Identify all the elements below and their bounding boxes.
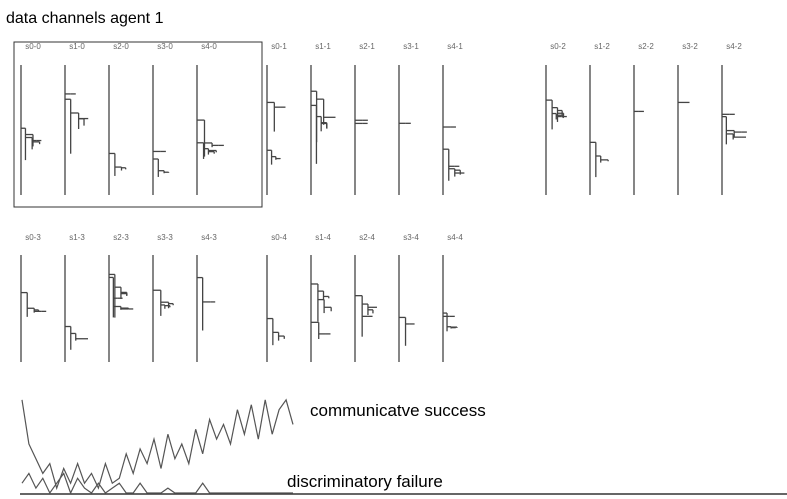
tree-label: s1-0 <box>69 42 85 51</box>
tree-label: s3-3 <box>157 233 173 242</box>
tree <box>442 255 458 362</box>
tree <box>20 65 42 195</box>
series-label: discriminatory failure <box>287 472 443 491</box>
tree-label: s1-4 <box>315 233 331 242</box>
tree <box>20 255 47 362</box>
tree-label: s3-1 <box>403 42 419 51</box>
tree-label: s3-0 <box>157 42 173 51</box>
tree-label: s0-0 <box>25 42 41 51</box>
tree-label: s3-4 <box>403 233 419 242</box>
tree-label: s4-1 <box>447 42 463 51</box>
tree <box>589 65 609 195</box>
tree <box>152 65 170 195</box>
tree <box>108 65 127 195</box>
tree-label: s0-4 <box>271 233 287 242</box>
tree <box>677 65 690 195</box>
tree-label: s2-4 <box>359 233 375 242</box>
tree-label: s1-3 <box>69 233 85 242</box>
series-line <box>21 472 293 495</box>
tree-label: s4-0 <box>201 42 217 51</box>
tree-label: s4-2 <box>726 42 742 51</box>
tree <box>354 65 368 195</box>
tree-label: s0-2 <box>550 42 566 51</box>
tree <box>310 255 332 362</box>
tree <box>196 255 216 362</box>
tree-label: s2-1 <box>359 42 375 51</box>
tree <box>398 255 415 362</box>
tree <box>64 65 89 195</box>
highlight-box <box>13 41 263 208</box>
tree <box>633 65 644 195</box>
title: data channels agent 1 <box>6 10 164 27</box>
tree <box>354 255 377 362</box>
tree <box>398 65 411 195</box>
tree-label: s1-1 <box>315 42 331 51</box>
tree <box>721 65 747 195</box>
tree-label: s2-2 <box>638 42 654 51</box>
tree <box>266 65 286 195</box>
tree <box>152 255 174 362</box>
tree-label: s3-2 <box>682 42 698 51</box>
series-line <box>21 398 294 491</box>
tree <box>545 65 567 195</box>
tree <box>108 255 134 362</box>
tree <box>196 65 224 195</box>
tree-label: s0-3 <box>25 233 41 242</box>
tree-label: s4-4 <box>447 233 463 242</box>
tree <box>310 65 336 195</box>
tree-label: s0-1 <box>271 42 287 51</box>
tree <box>442 65 465 195</box>
series-label: communicatve success <box>310 401 486 420</box>
tree <box>266 255 285 362</box>
tree-label: s2-0 <box>113 42 129 51</box>
tree-label: s2-3 <box>113 233 129 242</box>
tree-label: s4-3 <box>201 233 217 242</box>
tree-label: s1-2 <box>594 42 610 51</box>
tree <box>64 255 88 362</box>
